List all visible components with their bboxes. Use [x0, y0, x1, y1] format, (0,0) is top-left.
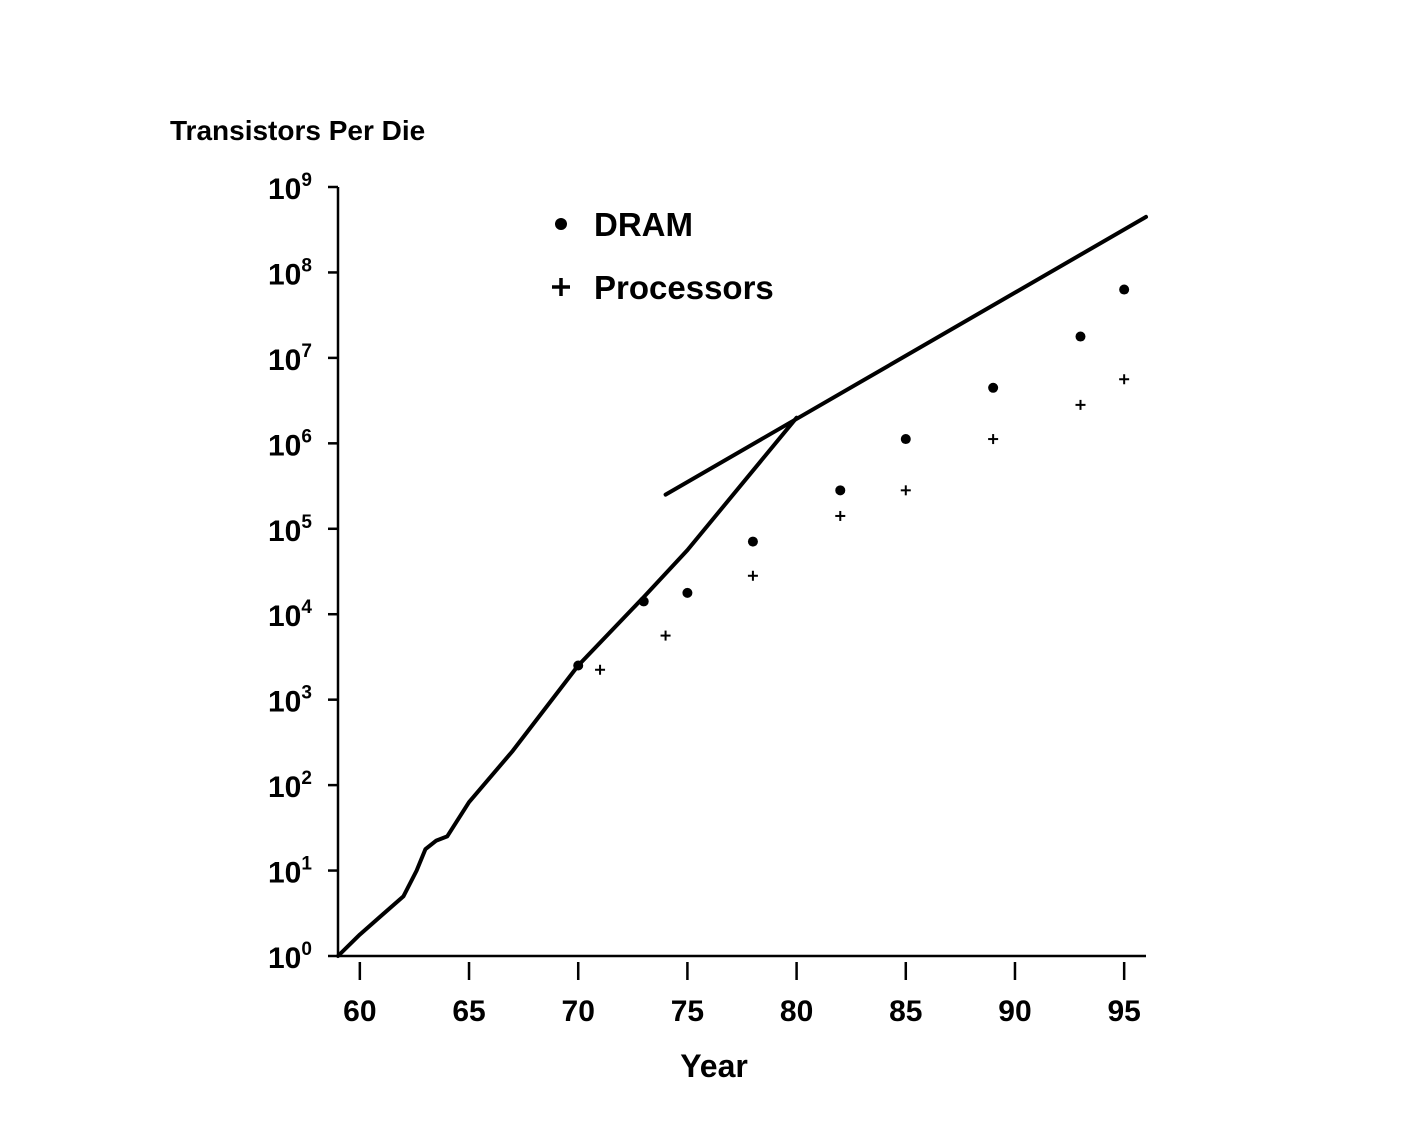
- legend-label-processors: Processors: [594, 269, 774, 306]
- processor-point: [835, 510, 846, 521]
- trend-line-1: [336, 415, 799, 958]
- processor-point: [747, 570, 758, 581]
- y-tick-label: 103: [268, 683, 312, 719]
- x-tick-label: 85: [889, 995, 922, 1028]
- x-tick-label: 75: [671, 995, 704, 1028]
- y-tick-label: 107: [268, 341, 312, 377]
- axes: [336, 187, 1146, 958]
- y-tick-label: 102: [268, 768, 312, 804]
- y-tick-label: 106: [268, 426, 312, 462]
- dram-point: [988, 382, 999, 393]
- dram-point: [835, 485, 846, 496]
- trend-line-2: [663, 214, 1148, 497]
- legend-label-dram: DRAM: [594, 206, 693, 243]
- dram-point: [747, 536, 758, 547]
- x-tick-label: 70: [562, 995, 595, 1028]
- x-tick-label: 95: [1107, 995, 1140, 1028]
- processor-point: [1075, 399, 1086, 410]
- x-tick-label: 90: [998, 995, 1031, 1028]
- dram-point: [682, 587, 693, 598]
- y-tick-label: 105: [268, 512, 312, 548]
- trend-lines: [336, 214, 1148, 958]
- x-tick-label: 60: [343, 995, 376, 1028]
- y-tick-label: 104: [268, 597, 312, 633]
- y-tick-label: 100: [268, 939, 312, 975]
- data-points: [573, 284, 1130, 675]
- processor-point: [988, 434, 999, 445]
- dram-point: [573, 660, 584, 671]
- dram-point: [900, 434, 911, 445]
- y-tick-label: 101: [268, 854, 312, 890]
- y-tick-label: 108: [268, 255, 312, 291]
- processor-point: [595, 664, 606, 675]
- processor-point: [660, 630, 671, 641]
- dram-point: [1119, 284, 1130, 295]
- x-tick-label: 80: [780, 995, 813, 1028]
- processor-point: [1119, 374, 1130, 385]
- y-axis-label: Transistors Per Die: [170, 115, 425, 146]
- x-tick-label: 65: [452, 995, 485, 1028]
- y-tick-label: 109: [268, 170, 312, 206]
- legend: DRAM Processors: [552, 206, 774, 306]
- dram-point: [638, 596, 649, 607]
- processor-point: [900, 485, 911, 496]
- ticks: 60 65 70 75 80 85 90 95 100 101 102 103 104 105 106 107…: [268, 170, 1141, 1028]
- dram-point: [1075, 331, 1086, 342]
- x-axis-label: Year: [680, 1048, 748, 1084]
- legend-dram-marker: [555, 218, 567, 230]
